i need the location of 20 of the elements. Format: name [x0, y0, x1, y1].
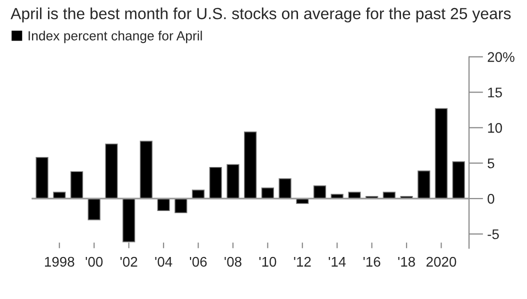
legend-label: Index percent change for April: [28, 30, 202, 44]
x-tick-label: '02: [120, 256, 138, 267]
x-tick-label: '14: [328, 257, 346, 267]
x-tick-label: '04: [155, 256, 172, 267]
x-tick-label: '10: [259, 256, 276, 267]
x-tick-label: '00: [86, 256, 103, 267]
y-tick-label: 20%: [488, 52, 514, 62]
y-tick-label: -5: [488, 229, 499, 240]
x-tick-label: '06: [190, 256, 207, 267]
y-tick-label: 15: [488, 88, 502, 98]
y-tick-label: 10: [488, 123, 502, 133]
x-tick-label: '12: [294, 256, 311, 267]
x-tick-label: '08: [224, 256, 242, 267]
x-tick-label: 2020: [426, 256, 456, 267]
y-tick-label: 5: [488, 158, 494, 168]
x-tick-label: '16: [363, 256, 380, 267]
y-tick-label: 0: [488, 194, 494, 204]
x-tick-label: '18: [398, 256, 415, 267]
x-tick-label: 1998: [45, 256, 74, 267]
chart-title: April is the best month for U.S. stocks on average for the past 25 years: [10, 8, 511, 22]
